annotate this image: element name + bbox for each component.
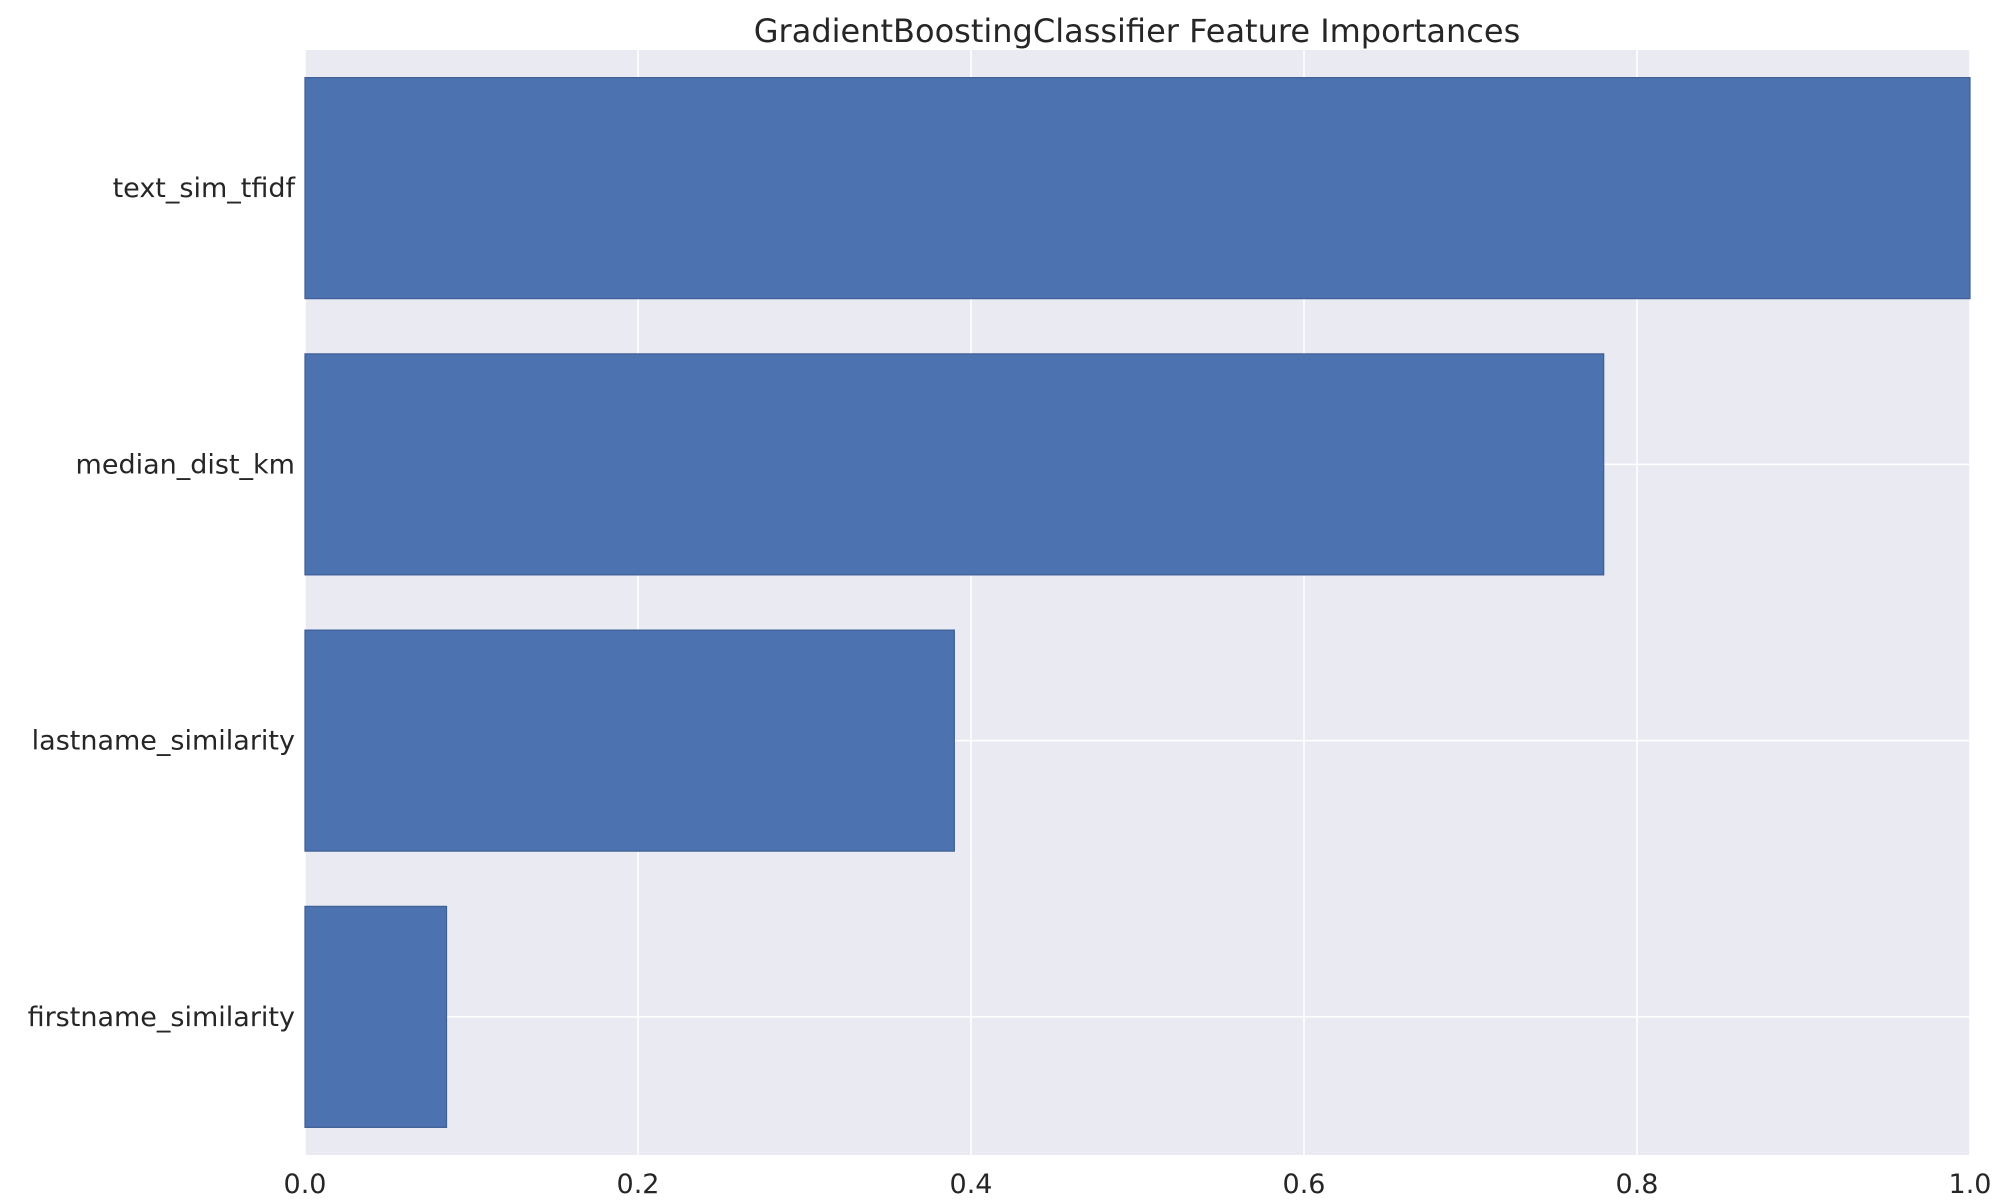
x-tick-label: 0.8 [1616,1169,1659,1200]
x-tick-label: 0.6 [1283,1169,1326,1200]
bar-median_dist_km [304,353,1605,576]
y-tick-label: median_dist_km [76,449,295,480]
x-tick-labels: 0.0 0.2 0.4 0.6 0.8 1.0 [284,1169,1992,1200]
y-tick-label: text_sim_tfidf [113,173,297,204]
y-tick-labels: text_sim_tfidf median_dist_km lastname_sim… [28,173,297,1033]
y-tick-label: firstname_similarity [28,1002,295,1033]
x-tick-label: 1.0 [1949,1169,1992,1200]
x-tick-label: 0.4 [950,1169,993,1200]
bars [304,77,1971,1128]
bar-firstname_similarity [304,905,448,1128]
x-tick-label: 0.0 [284,1169,327,1200]
x-tick-label: 0.2 [617,1169,660,1200]
bar-lastname_similarity [304,629,955,852]
bar-text_sim_tfidf [304,77,1971,300]
chart-title: GradientBoostingClassifier Feature Impor… [754,12,1520,50]
y-tick-label: lastname_similarity [32,726,295,757]
